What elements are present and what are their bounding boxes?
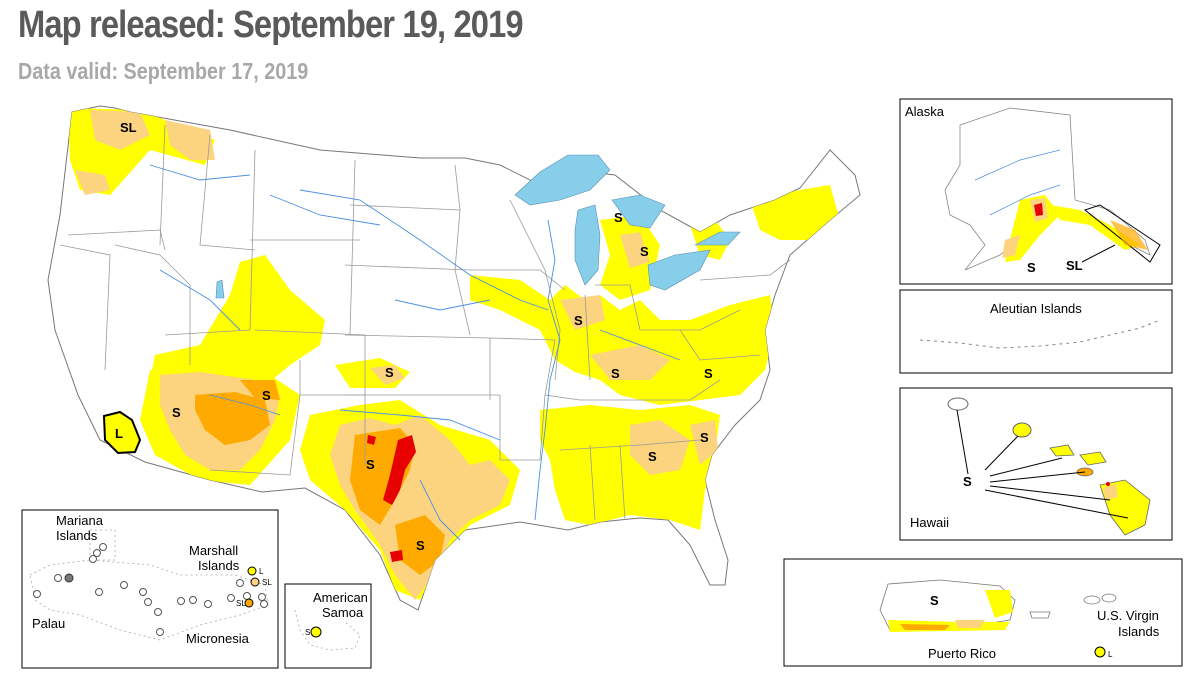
aleutian-inset: Aleutian Islands (899, 289, 1173, 374)
hawaii-inset: S Hawaii (899, 387, 1173, 541)
marker-arizona: S (172, 405, 181, 420)
marker-south-texas: S (416, 538, 425, 553)
palau-label: Palau (32, 616, 65, 631)
samoa-marker: S (305, 628, 310, 637)
samoa-label-1: American (313, 590, 368, 605)
socal-long-term-area (102, 410, 142, 455)
conus-markers: SL L S S S S S S S S S S S S (115, 120, 713, 553)
virgin-islands-label-1: U.S. Virgin (1097, 608, 1159, 623)
d3-areas (367, 435, 416, 562)
marker-alabama: S (648, 449, 657, 464)
rivers (149, 164, 681, 541)
virgin-islands-label-2: Islands (1118, 624, 1160, 639)
alaska-marker-sl: SL (1066, 258, 1083, 273)
page-title: Map released: September 19, 2019 (18, 4, 524, 46)
mariana-label-2: Islands (56, 528, 98, 543)
marker-kentucky: S (611, 366, 620, 381)
puerto-rico-inset: L S Puerto Rico U.S. Virgin Islands (783, 558, 1183, 667)
aleutian-label: Aleutian Islands (990, 301, 1082, 316)
marshall-label-1: Marshall (189, 543, 238, 558)
alaska-marker-s: S (1027, 260, 1036, 275)
marker-central-texas: S (366, 457, 375, 472)
mariana-label-1: Mariana (56, 513, 104, 528)
virgin-islands-marker: L (1108, 650, 1113, 659)
hawaii-label: Hawaii (910, 515, 949, 530)
marker-carolina: S (700, 430, 709, 445)
marshall-marker-sl2: SL (236, 599, 246, 608)
puerto-rico-marker: S (930, 593, 939, 608)
marshall-marker-sl1: SL (262, 578, 272, 587)
marker-pacific-nw: SL (120, 120, 137, 135)
hawaii-marker: S (963, 474, 972, 489)
marshall-label-2: Islands (198, 558, 240, 573)
samoa-label-2: Samoa (322, 605, 364, 620)
marker-michigan-south: S (640, 244, 649, 259)
marker-indiana: S (574, 313, 583, 328)
micronesia-label: Micronesia (186, 631, 250, 646)
alaska-inset: Alaska S SL (899, 98, 1173, 285)
marker-new-mexico: S (262, 388, 271, 403)
pacific-islands-inset: Mariana Islands Marshall Islands Palau M… (21, 509, 279, 669)
marker-michigan-north: S (614, 210, 623, 225)
great-lakes (215, 154, 741, 299)
puerto-rico-label: Puerto Rico (928, 646, 996, 661)
marker-southern-california: L (115, 426, 123, 441)
marshall-marker-l: L (259, 567, 264, 576)
american-samoa-inset: American Samoa S (284, 583, 372, 669)
page-subtitle: Data valid: September 17, 2019 (18, 58, 309, 84)
marker-virginia: S (704, 366, 713, 381)
marker-kansas: S (385, 365, 394, 380)
alaska-label: Alaska (905, 104, 945, 119)
